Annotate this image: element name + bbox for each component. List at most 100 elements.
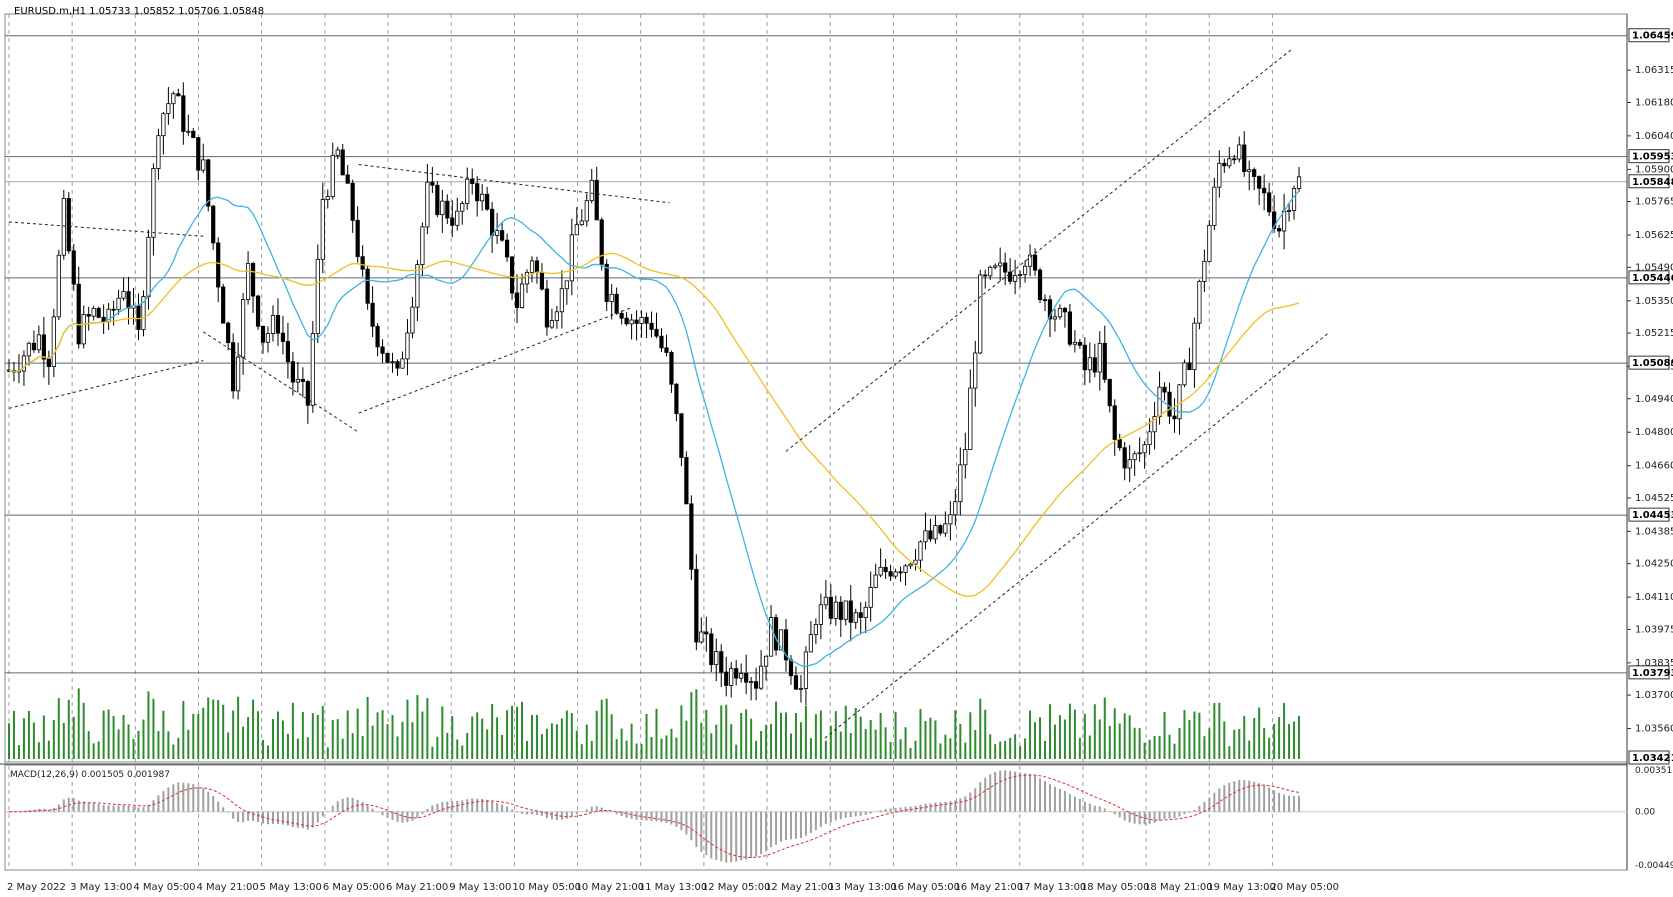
candle-body — [958, 464, 963, 503]
volume-bar — [625, 740, 628, 759]
macd-bar — [162, 791, 165, 812]
macd-bar — [765, 811, 768, 852]
price-label-box — [1628, 665, 1670, 680]
candle-body — [96, 307, 101, 318]
candle-body — [544, 288, 550, 328]
volume-bar — [157, 731, 160, 759]
macd-bar — [1088, 803, 1091, 812]
candle-body — [1142, 444, 1147, 454]
macd-bar — [1233, 781, 1236, 812]
candle-body — [669, 352, 674, 385]
macd-bar — [62, 799, 65, 812]
volume-bar — [530, 714, 533, 759]
candle-body — [290, 361, 296, 383]
trend-line — [358, 164, 670, 204]
candle-body — [216, 242, 221, 288]
candle-body — [425, 181, 430, 228]
volume-bar — [705, 709, 708, 759]
price-tick-label: 1.05490 — [1635, 262, 1673, 273]
macd-bar — [1113, 811, 1116, 815]
macd-bar — [1248, 780, 1251, 812]
candle-body — [639, 316, 644, 324]
candle-body — [1102, 342, 1107, 380]
macd-bar — [1148, 811, 1151, 824]
candle-body — [554, 311, 559, 321]
candle-body — [420, 226, 425, 265]
volume-bar — [595, 710, 598, 759]
price-tick-label: 1.04250 — [1635, 559, 1673, 570]
volume-bar — [814, 714, 817, 759]
candle-body — [584, 200, 589, 222]
candle-body — [186, 130, 191, 133]
candle-body — [1062, 307, 1068, 313]
candle-body — [644, 316, 649, 324]
x-tick-label: 4 May 05:00 — [133, 882, 195, 893]
volume-bar — [426, 698, 429, 759]
macd-bar — [321, 811, 324, 817]
macd-bar — [182, 782, 185, 812]
candle-body — [858, 612, 863, 618]
trend-line — [785, 49, 1292, 452]
candle-body — [395, 361, 400, 369]
volume-bar — [834, 711, 837, 759]
macd-bar — [884, 809, 887, 812]
candle-body — [1192, 322, 1197, 371]
x-tick-label: 11 May 13:00 — [639, 882, 708, 893]
candle-body — [1057, 307, 1063, 318]
candle-body — [739, 672, 744, 679]
candle-body — [270, 315, 276, 334]
macd-bar — [386, 811, 389, 819]
macd-bar — [351, 797, 354, 812]
candle-body — [121, 291, 126, 299]
macd-bar — [271, 811, 274, 824]
volume-bar — [809, 738, 812, 759]
price-tick-label: 1.04110 — [1635, 592, 1673, 603]
volume-bar — [545, 728, 548, 759]
candle-body — [833, 601, 838, 619]
volume-bar — [904, 727, 907, 759]
volume-bar — [416, 694, 419, 759]
macd-tick-label: 0.00 — [1635, 808, 1655, 818]
candle-body — [1202, 260, 1207, 282]
macd-bar — [1128, 811, 1131, 823]
volume-bar — [610, 714, 613, 759]
candle-body — [370, 302, 375, 327]
volume-bar — [755, 740, 758, 759]
candle-body — [245, 263, 251, 300]
volume-bar — [680, 705, 683, 759]
volume-bar — [341, 738, 344, 759]
candle-body — [734, 668, 739, 679]
volume-bar — [745, 709, 748, 759]
macd-bar — [889, 808, 892, 812]
volume-bar — [521, 701, 524, 759]
candle-body — [519, 283, 525, 308]
volume-bar — [486, 729, 489, 759]
macd-bar — [824, 811, 827, 824]
candle-body — [604, 263, 609, 302]
macd-bar — [655, 811, 658, 822]
candle-body — [201, 159, 206, 171]
macd-bar — [227, 811, 230, 813]
volume-bar — [77, 688, 80, 759]
volume-bar — [526, 740, 528, 759]
candle-body — [1008, 271, 1013, 282]
candle-body — [1017, 274, 1023, 276]
volume-bar — [565, 710, 568, 759]
macd-bar — [605, 810, 608, 812]
x-tick-label: 16 May 05:00 — [891, 882, 960, 893]
candle-body — [91, 307, 96, 317]
candle-body — [295, 378, 300, 383]
macd-bar — [441, 802, 444, 812]
macd-bar — [1153, 811, 1156, 823]
macd-bar — [192, 784, 195, 812]
volume-bar — [1138, 728, 1141, 759]
volume-bar — [12, 710, 15, 759]
volume-bar — [760, 730, 763, 759]
volume-bar — [516, 706, 519, 759]
macd-bar — [1213, 792, 1216, 812]
candle-body — [559, 288, 564, 313]
volume-bar — [167, 731, 170, 759]
candle-body — [116, 297, 121, 311]
